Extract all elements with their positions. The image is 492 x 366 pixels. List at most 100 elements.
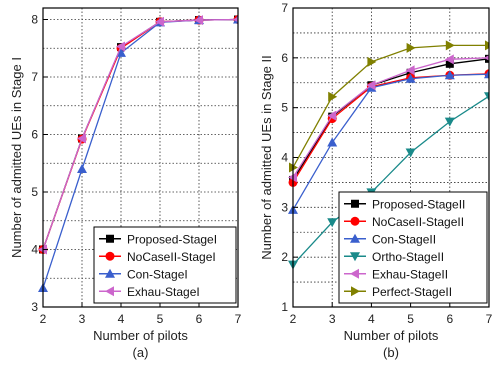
legend-label: NoCaseII-StageII (372, 215, 464, 229)
y-tick-label: 4 (281, 151, 288, 165)
y-axis-title: Number of admitted UEs in Stage II (259, 55, 274, 259)
x-tick-label: 6 (196, 312, 203, 326)
data-point (445, 40, 455, 51)
x-tick-label: 3 (79, 312, 86, 326)
legend-entry: Exhau-StageI (99, 285, 200, 299)
y-tick-label: 6 (31, 128, 38, 142)
x-tick-label: 7 (235, 312, 242, 326)
legend-entry: Proposed-StageII (344, 197, 465, 211)
x-tick-label: 3 (329, 312, 336, 326)
legend-box (93, 226, 237, 304)
legend-entry: Con-StageII (344, 232, 436, 246)
y-tick-label: 1 (281, 300, 288, 314)
data-point (155, 16, 164, 27)
data-point (367, 56, 377, 67)
data-point (327, 218, 338, 228)
legend-entry: Con-StageI (99, 267, 188, 281)
legend-marker (350, 268, 359, 279)
legend-label: Perfect-StageII (372, 285, 452, 299)
legend-entry: Exhau-StageII (344, 267, 448, 281)
legend-label: Proposed-StageI (127, 232, 217, 246)
legend-entry: NoCaseII-StageI (99, 250, 216, 264)
x-tick-label: 4 (368, 312, 375, 326)
series-line (292, 57, 489, 178)
data-point (366, 80, 376, 91)
data-point (116, 41, 125, 52)
y-tick-label: 7 (281, 1, 288, 15)
series-line (292, 58, 489, 181)
data-point (327, 137, 338, 147)
x-tick-label: 5 (157, 312, 164, 326)
series-line (292, 73, 489, 211)
legend-label: Proposed-StageII (372, 197, 465, 211)
legend-label: Ortho-StageII (372, 250, 444, 264)
data-point (444, 117, 455, 127)
legend: Proposed-StageII NoCaseII-StageII Con-Stag… (338, 191, 488, 304)
legend-label: Exhau-StageII (372, 267, 448, 281)
series-line (292, 95, 489, 266)
legend-label: Exhau-StageI (127, 285, 200, 299)
data-point (77, 133, 86, 144)
x-tick-label: 7 (486, 312, 492, 326)
y-tick-label: 6 (281, 51, 288, 65)
y-tick-label: 3 (31, 300, 38, 314)
legend-entry: Perfect-StageII (344, 285, 452, 299)
legend-marker (105, 268, 115, 278)
data-point (484, 92, 489, 102)
x-tick-label: 6 (446, 312, 453, 326)
legend-marker (351, 286, 360, 297)
legend-box (338, 191, 488, 304)
x-tick-label: 4 (118, 312, 125, 326)
panel-caption: (a) (133, 345, 149, 360)
legend-label: Con-StageI (127, 267, 188, 281)
y-tick-label: 5 (31, 185, 38, 199)
legend-label: NoCaseII-StageI (127, 250, 216, 264)
series-Exhau-StageI (38, 15, 238, 255)
y-tick-label: 8 (31, 13, 38, 27)
y-tick-label: 2 (281, 250, 288, 264)
data-point (485, 40, 489, 51)
series-Ortho-StageII (288, 92, 489, 270)
legend-entry: Ortho-StageII (344, 250, 444, 264)
series-Exhau-StageII (288, 54, 489, 183)
data-point (444, 54, 454, 65)
x-axis-title: Number of pilots (93, 328, 188, 343)
y-tick-label: 3 (281, 200, 288, 214)
legend: Proposed-StageI NoCaseII-StageI Con-StageI… (93, 226, 237, 304)
data-point (484, 55, 489, 61)
plot-frame (42, 7, 239, 308)
data-point (77, 164, 87, 173)
legend-entry: NoCaseII-StageII (344, 215, 464, 229)
y-axis-title: Number of admitted UEs in Stage I (9, 57, 24, 258)
x-tick-label: 2 (290, 312, 297, 326)
legend-marker (105, 286, 114, 297)
data-point (444, 70, 455, 80)
legend-marker (350, 216, 360, 226)
series-line (42, 18, 238, 250)
data-point (406, 42, 416, 53)
series-NoCaseII-StageII (288, 69, 489, 187)
data-point (328, 91, 338, 102)
legend-marker (350, 252, 360, 262)
legend-marker (350, 233, 360, 243)
legend-label: Con-StageII (372, 232, 436, 246)
data-point (405, 73, 416, 83)
y-tick-label: 4 (31, 243, 38, 257)
data-point (116, 47, 126, 57)
x-tick-label: 2 (40, 312, 47, 326)
data-point (327, 110, 337, 121)
data-point (405, 148, 416, 158)
series-line (292, 73, 489, 183)
y-tick-label: 5 (281, 101, 288, 115)
legend-marker (105, 251, 115, 261)
data-point (194, 15, 203, 26)
legend-marker (106, 234, 114, 243)
series-line (292, 44, 489, 168)
legend-entry: Proposed-StageI (99, 232, 217, 246)
y-tick-label: 7 (31, 70, 38, 84)
data-point (445, 59, 454, 68)
data-point (233, 16, 238, 23)
